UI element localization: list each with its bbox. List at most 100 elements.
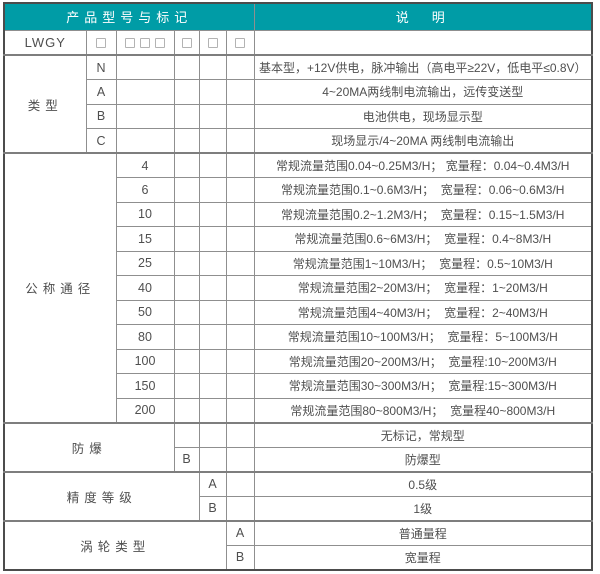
accuracy-code: B xyxy=(198,495,227,521)
diameter-size: 80 xyxy=(115,324,175,350)
type-code: C xyxy=(85,128,117,154)
explosion-code: B xyxy=(173,446,200,472)
checkbox-icon xyxy=(96,38,106,49)
diameter-size: 200 xyxy=(115,397,175,423)
empty-cell xyxy=(198,226,227,252)
empty-cell xyxy=(173,152,200,178)
spec-description: 常规流量范围0.1~0.6M3/H； 宽量程：0.06~0.6M3/H xyxy=(253,177,593,203)
empty-cell xyxy=(198,324,227,350)
empty-cell xyxy=(225,495,255,521)
model-code: LWGY xyxy=(3,29,87,56)
empty-cell xyxy=(173,348,200,374)
type-row: 类型 N 基本型，+12V供电，脉冲输出（高电平≥22V，低电平≤0.8V） xyxy=(3,54,593,154)
accuracy-row: 精度等级 A 0.5级 xyxy=(3,470,593,521)
checkbox-icon xyxy=(207,38,218,49)
turbine-row: 涡轮类型 A 普通量程 xyxy=(3,519,593,570)
spec-description: 常规流量范围0.04~0.25M3/H； 宽量程：0.04~0.4M3/H xyxy=(253,152,593,178)
spec-description: 常规流量范围30~300M3/H； 宽量程:15~300M3/H xyxy=(253,373,593,399)
empty-cell xyxy=(225,373,255,399)
empty-cell xyxy=(173,275,200,301)
diameter-size: 25 xyxy=(115,250,175,276)
explosion-row: B 防爆型 xyxy=(4,446,593,472)
empty-cell xyxy=(173,250,200,276)
spec-description: 防爆型 xyxy=(253,446,593,472)
empty-cell xyxy=(198,54,227,80)
empty-cell xyxy=(225,348,255,374)
empty-cell xyxy=(198,299,227,325)
spec-description: 普通量程 xyxy=(253,519,593,546)
diameter-row: 80 常规流量范围10~100M3/H； 宽量程：5~100M3/H xyxy=(4,324,593,350)
empty-cell xyxy=(225,250,255,276)
explosion-checkbox-cell xyxy=(173,29,200,56)
empty-cell xyxy=(198,275,227,301)
empty-cell xyxy=(225,152,255,178)
diameter-size: 150 xyxy=(115,373,175,399)
empty-cell xyxy=(253,29,593,56)
empty-cell xyxy=(198,446,227,472)
section-label-accuracy: 精度等级 xyxy=(3,470,200,521)
checkbox-icon xyxy=(140,38,150,49)
type-row: C 现场显示/4~20MA 两线制电流输出 xyxy=(4,128,593,154)
empty-cell xyxy=(198,201,227,227)
turbine-code: A xyxy=(225,519,255,546)
checkbox-icon xyxy=(181,38,192,49)
diameter-size: 10 xyxy=(115,201,175,227)
empty-cell xyxy=(225,421,255,448)
spec-description: 常规流量范围0.6~6M3/H； 宽量程：0.4~8M3/H xyxy=(253,226,593,252)
empty-cell xyxy=(225,54,255,80)
checkbox-icon xyxy=(155,38,165,49)
diameter-row: 150 常规流量范围30~300M3/H； 宽量程:15~300M3/H xyxy=(4,373,593,399)
spec-description: 常规流量范围1~10M3/H； 宽量程：0.5~10M3/H xyxy=(253,250,593,276)
spec-description: 常规流量范围2~20M3/H； 宽量程：1~20M3/H xyxy=(253,275,593,301)
empty-cell xyxy=(173,299,200,325)
empty-cell xyxy=(173,373,200,399)
turbine-code: B xyxy=(225,544,255,570)
diameter-row: 公称通径 4 常规流量范围0.04~0.25M3/H； 宽量程：0.04~0.4… xyxy=(3,152,593,423)
empty-cell xyxy=(198,177,227,203)
spec-description: 0.5级 xyxy=(253,470,593,497)
diameter-size: 4 xyxy=(115,152,175,178)
type-code: N xyxy=(85,54,117,80)
empty-cell xyxy=(198,250,227,276)
empty-cell xyxy=(198,373,227,399)
empty-cell xyxy=(173,79,200,105)
diameter-size: 50 xyxy=(115,299,175,325)
empty-cell xyxy=(225,299,255,325)
spec-description: 现场显示/4~20MA 两线制电流输出 xyxy=(253,128,593,154)
empty-cell xyxy=(115,54,175,80)
spec-description: 基本型，+12V供电，脉冲输出（高电平≥22V，低电平≤0.8V） xyxy=(253,54,593,80)
empty-cell xyxy=(173,54,200,80)
empty-cell xyxy=(173,397,200,423)
turbine-checkbox-cell xyxy=(225,29,255,56)
empty-cell xyxy=(173,177,200,203)
section-label-turbine: 涡轮类型 xyxy=(3,519,227,570)
empty-cell xyxy=(225,324,255,350)
diameter-row: 25 常规流量范围1~10M3/H； 宽量程：0.5~10M3/H xyxy=(4,250,593,276)
empty-cell xyxy=(225,275,255,301)
accuracy-checkbox-cell xyxy=(198,29,227,56)
empty-cell xyxy=(225,128,255,154)
empty-cell xyxy=(198,348,227,374)
empty-cell xyxy=(198,421,227,448)
empty-cell xyxy=(225,79,255,105)
spec-description: 常规流量范围20~200M3/H； 宽量程:10~200M3/H xyxy=(253,348,593,374)
empty-cell xyxy=(173,324,200,350)
header-product-model: 产品型号与标记 xyxy=(3,2,255,31)
empty-cell xyxy=(198,152,227,178)
turbine-row: B 宽量程 xyxy=(4,544,593,570)
spec-description: 常规流量范围0.2~1.2M3/H； 宽量程：0.15~1.5M3/H xyxy=(253,201,593,227)
empty-cell xyxy=(115,79,175,105)
checkbox-icon xyxy=(235,38,245,49)
spec-description: 电池供电，现场显示型 xyxy=(253,103,593,129)
header-description: 说 明 xyxy=(253,2,593,31)
section-label-diameter: 公称通径 xyxy=(3,152,117,423)
spec-description: 1级 xyxy=(253,495,593,521)
empty-cell xyxy=(198,397,227,423)
empty-cell xyxy=(225,226,255,252)
empty-cell xyxy=(198,79,227,105)
empty-cell xyxy=(225,177,255,203)
empty-cell xyxy=(225,470,255,497)
type-row: B 电池供电，现场显示型 xyxy=(4,103,593,129)
empty-cell xyxy=(115,128,175,154)
diameter-row: 50 常规流量范围4~40M3/H； 宽量程：2~40M3/H xyxy=(4,299,593,325)
